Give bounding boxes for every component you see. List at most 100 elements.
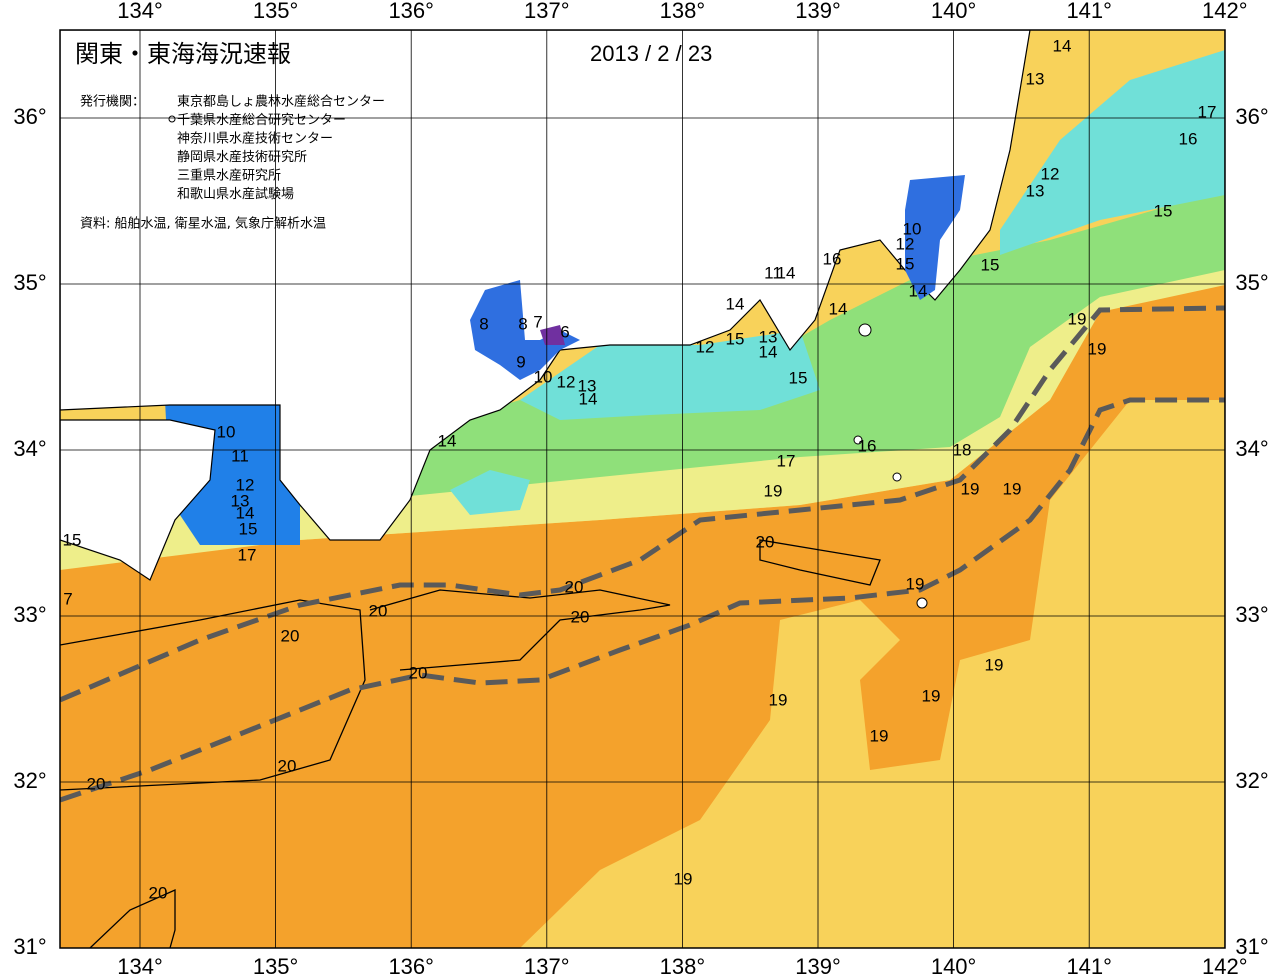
contour-label: 14 [777,263,796,282]
contour-label: 20 [369,601,388,620]
island [916,597,928,609]
island [892,472,902,482]
contour-label: 6 [560,322,569,341]
contour-label: 13 [578,376,597,395]
contour-label: 17 [1198,102,1217,121]
contour-label: 14 [829,299,848,318]
lon-label: 135° [253,954,299,979]
lat-label: 33° [1235,602,1268,627]
lat-label: 31° [1235,934,1268,959]
lon-label: 136° [388,954,434,979]
axis-labels: 134° 134° 135° 135° 136° 136° 137° 137° 138° 138°… [13,0,1268,979]
contour-label: 19 [922,686,941,705]
contour-label: 10 [534,367,553,386]
contour-label: 19 [906,574,925,593]
lon-label: 137° [524,0,570,23]
contour-label: 11 [231,446,249,465]
bay-water [540,325,565,345]
lat-label: 35° [13,270,46,295]
contour-label: 9 [516,352,525,371]
contour-label: 19 [961,479,980,498]
lon-label: 136° [388,0,434,23]
contour-label: 17 [238,545,257,564]
land [60,419,216,581]
lat-label: 35° [1235,270,1268,295]
kuroshio-axis [60,305,1225,703]
island [853,435,863,445]
contour-label: 19 [870,726,889,745]
contour-label: 13 [1026,181,1045,200]
contour-label: 12 [236,475,255,494]
contour-label: 12 [557,372,576,391]
land [60,30,1031,541]
contour-label: 20 [278,756,297,775]
contour-label: 12 [896,234,915,253]
lat-label: 36° [1235,104,1268,129]
lat-label: 34° [1235,436,1268,461]
contour-label: 13 [759,327,778,346]
agency: 東京都島しょ農林水産総合センター [177,94,385,110]
map-frame [59,29,1226,949]
contour-label: 16 [858,436,877,455]
contour-label: 12 [696,337,715,356]
lon-label: 141° [1066,0,1112,23]
lon-label: 134° [117,0,163,23]
lon-label: 140° [931,0,977,23]
contour-label: 10 [217,422,236,441]
contour-label: 14 [909,281,928,300]
date: 2013 / 2 / 23 [590,41,712,66]
contour-label: 16 [823,249,842,268]
contour-label: 15 [789,368,808,387]
contour-label: 15 [896,254,915,273]
contour-label: 7 [63,589,72,608]
contour-label: 14 [438,431,457,450]
agency: 千葉県水産総合研究センター [177,112,346,128]
contour-label: 10 [903,219,922,238]
lat-label: 36° [13,104,46,129]
contour-label: 14 [759,342,778,361]
contour-label: 19 [674,869,693,888]
contour-label: 19 [1003,479,1022,498]
contour-label: 17 [777,451,796,470]
contour-label: 15 [1154,201,1173,220]
lat-label: 32° [1235,768,1268,793]
agency: 三重県水産研究所 [177,168,281,184]
contour-label: 20 [149,883,168,902]
lon-label: 139° [795,0,841,23]
contour-label: 8 [479,314,488,333]
contour-label: 11 [764,263,782,282]
contour-label: 19 [985,655,1004,674]
source: 資料: 船舶水温, 衛星水温, 気象庁解析水温 [80,216,326,232]
agencies-label: 発行機関： [80,95,145,110]
island [858,323,872,337]
lat-label: 31° [13,934,46,959]
contour-label: 20 [756,532,775,551]
kuroshio-axis [60,397,1225,803]
contour-label: 14 [236,503,255,522]
contour-label: 20 [571,607,590,626]
isotherm [60,539,881,948]
agency: 和歌山県水産試験場 [177,186,294,202]
contour-label: 20 [281,626,300,645]
lon-label: 139° [795,954,841,979]
contour-label: 20 [87,774,106,793]
contour-label: 13 [1026,69,1045,88]
lon-label: 140° [931,954,977,979]
agency: 静岡県水産技術研究所 [177,149,307,165]
contour-label: 16 [1179,129,1198,148]
contour-label: 15 [239,519,258,538]
lon-label: 138° [660,0,706,23]
contour-label: 8 [518,314,527,333]
lat-label: 33° [13,602,46,627]
contour-label: 18 [953,440,972,459]
contour-label: 12 [1041,164,1060,183]
agency: 神奈川県水産技術センター [177,131,333,147]
contour-label: 19 [1068,309,1087,328]
lon-label: 134° [117,954,163,979]
lon-label: 137° [524,954,570,979]
contour-label: 15 [63,530,82,549]
lon-label: 142° [1202,954,1248,979]
